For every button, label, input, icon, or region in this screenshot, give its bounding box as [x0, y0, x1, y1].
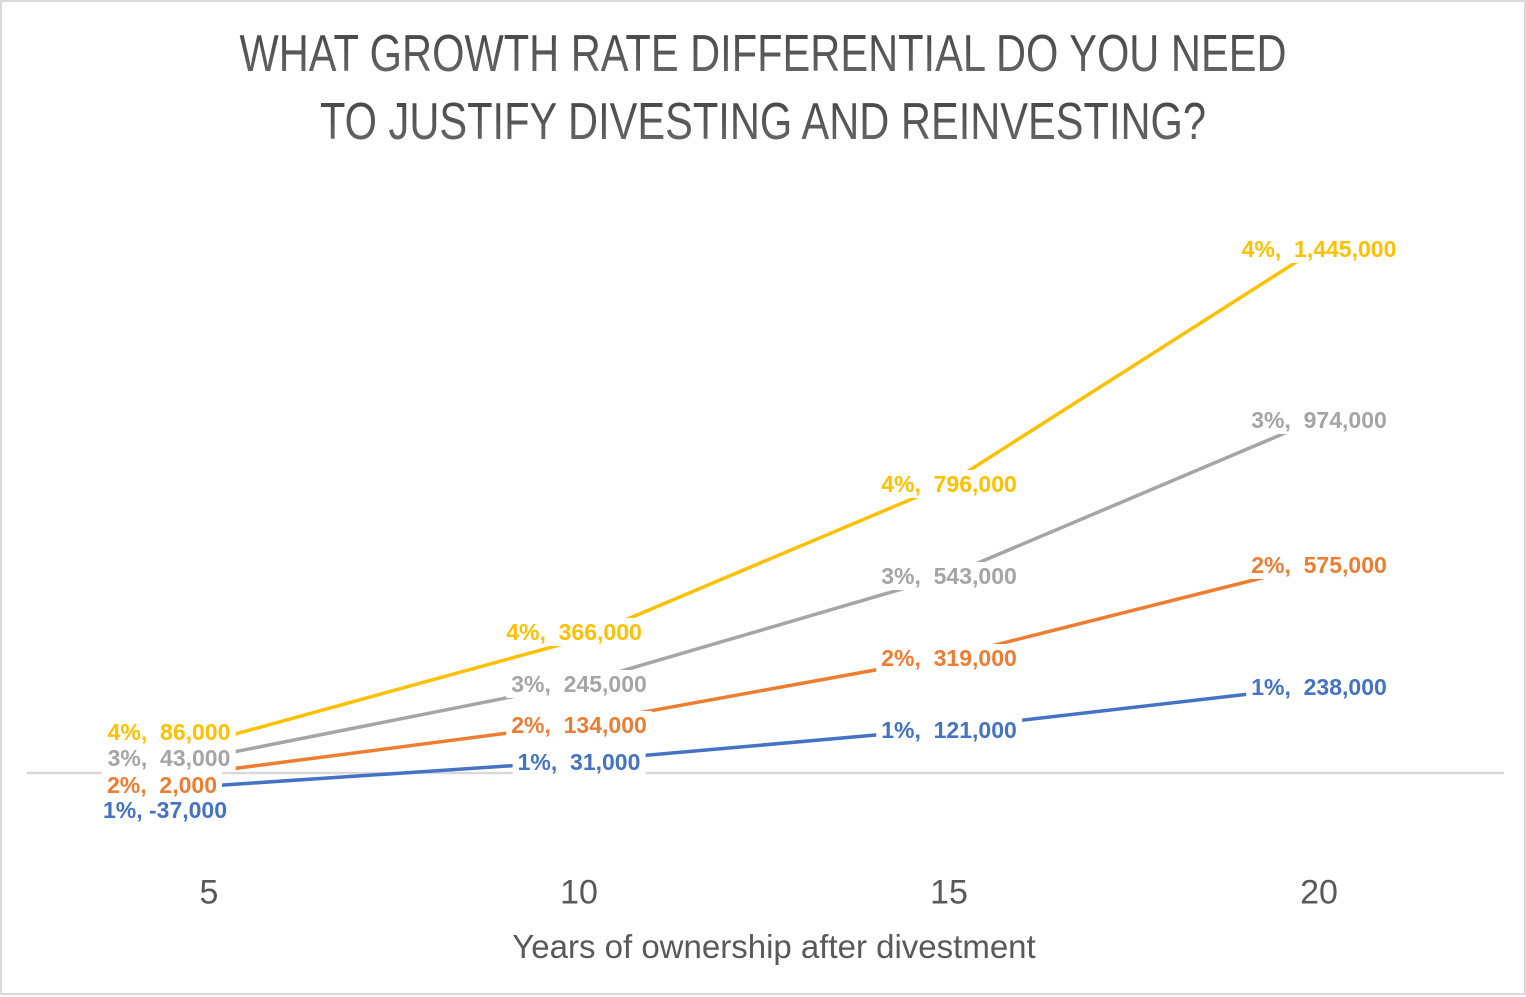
x-axis-tick-20: 20: [1300, 873, 1338, 912]
data-label-3pct-year-5: 3%, 43,000: [102, 743, 236, 772]
series-line-3pct: [207, 416, 1321, 759]
data-label-2pct-year-5: 2%, 2,000: [102, 770, 222, 799]
x-axis-title: Years of ownership after divestment: [512, 928, 1036, 965]
data-label-1pct-year-5: 1%, -37,000: [97, 795, 233, 824]
data-label-1pct-year-10: 1%, 31,000: [512, 748, 646, 777]
x-axis-tick-15: 15: [930, 873, 968, 912]
data-label-4pct-year-10: 4%, 366,000: [501, 617, 647, 646]
x-axis-tick-5: 5: [199, 873, 219, 912]
series-line-2pct: [207, 561, 1321, 774]
series-line-4pct: [207, 245, 1321, 744]
x-axis-tick-10: 10: [560, 873, 598, 912]
data-label-2pct-year-10: 2%, 134,000: [506, 710, 652, 739]
series-line-1pct: [207, 684, 1321, 788]
chart-title-line-1: WHAT GROWTH RATE DIFFERENTIAL DO YOU NEE…: [154, 20, 1372, 88]
data-label-2pct-year-20: 2%, 575,000: [1246, 550, 1392, 579]
data-label-3pct-year-10: 3%, 245,000: [506, 670, 652, 699]
data-label-1pct-year-15: 1%, 121,000: [876, 715, 1022, 744]
data-label-3pct-year-15: 3%, 543,000: [876, 562, 1022, 591]
data-label-2pct-year-15: 2%, 319,000: [876, 643, 1022, 672]
chart-title: WHAT GROWTH RATE DIFFERENTIAL DO YOU NEE…: [2, 20, 1524, 156]
chart-title-line-2: TO JUSTIFY DIVESTING AND REINVESTING?: [154, 88, 1372, 156]
data-label-4pct-year-15: 4%, 796,000: [876, 470, 1022, 499]
data-label-4pct-year-5: 4%, 86,000: [102, 718, 236, 747]
data-label-1pct-year-20: 1%, 238,000: [1246, 673, 1392, 702]
data-label-3pct-year-20: 3%, 974,000: [1246, 405, 1392, 434]
data-label-4pct-year-20: 4%, 1,445,000: [1236, 234, 1402, 263]
